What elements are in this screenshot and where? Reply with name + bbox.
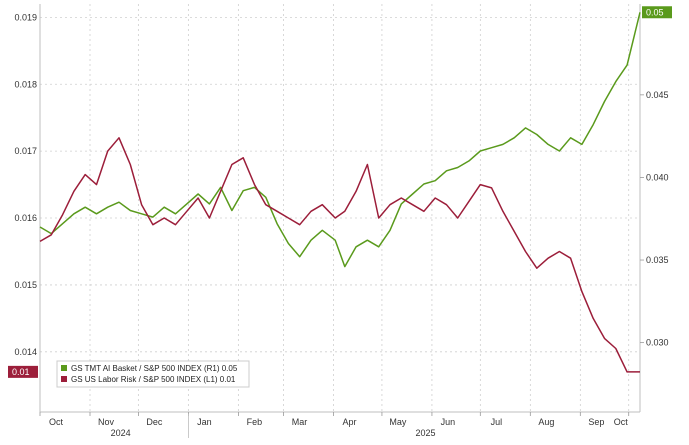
gridlines <box>39 4 640 412</box>
series-layer <box>39 12 641 373</box>
y-left-tick-label: 0.019 <box>14 12 37 22</box>
x-tick-label: Jul <box>491 417 503 427</box>
y-left-tick-label: 0.016 <box>14 213 37 223</box>
legend-swatch-green <box>61 365 67 371</box>
badge-value: 0.01 <box>12 367 30 377</box>
x-tick-label: Jan <box>197 417 212 427</box>
legend-swatch-red <box>61 376 67 382</box>
x-tick-label: May <box>389 417 407 427</box>
last-value-badge-0: 0.05 <box>642 6 672 19</box>
last-value-badge-1: 0.01 <box>8 365 38 378</box>
x-tick-label: Sep <box>588 417 604 427</box>
legend-label-labor-risk: GS US Labor Risk / S&P 500 INDEX (L1) 0.… <box>71 375 236 384</box>
x-tick-label: Jun <box>441 417 456 427</box>
y-left-tick-label: 0.017 <box>14 146 37 156</box>
y-right-tick-label: 0.035 <box>646 255 669 265</box>
last-value-badges: 0.05 0.01 <box>8 6 672 378</box>
series-line-0 <box>39 12 641 268</box>
right-axis-ticks: 0.045 0.040 0.035 0.030 <box>640 90 669 348</box>
x-tick-label: Mar <box>292 417 308 427</box>
legend: GS TMT AI Basket / S&P 500 INDEX (R1) 0.… <box>56 360 250 388</box>
x-tick-label: Nov <box>98 417 115 427</box>
series-line-1 <box>39 137 640 373</box>
badge-box <box>8 365 38 378</box>
x-tick-label: Aug <box>538 417 554 427</box>
y-left-tick-label: 0.015 <box>14 280 37 290</box>
x-axis-ticks: Oct Nov Dec Jan Feb Mar Apr May Jun Jul Aug Sep Oct 2… <box>39 412 630 438</box>
y-left-tick-label: 0.018 <box>14 79 37 89</box>
y-right-tick-label: 0.045 <box>646 90 669 100</box>
badge-value: 0.05 <box>646 7 664 17</box>
y-right-tick-label: 0.030 <box>646 338 669 348</box>
left-axis-ticks: 0.019 0.018 0.017 0.016 0.015 0.014 <box>14 12 37 356</box>
x-tick-label: Dec <box>146 417 163 427</box>
x-tick-label: Feb <box>247 417 263 427</box>
x-tick-label: Apr <box>343 417 357 427</box>
y-right-tick-label: 0.040 <box>646 172 669 182</box>
badge-box <box>642 6 672 19</box>
y-left-tick-label: 0.014 <box>14 347 37 357</box>
x-year-label: 2025 <box>415 428 435 438</box>
legend-label-ai-basket: GS TMT AI Basket / S&P 500 INDEX (R1) 0.… <box>71 364 238 373</box>
x-year-label: 2024 <box>111 428 131 438</box>
x-tick-label: Oct <box>614 417 629 427</box>
x-tick-label: Oct <box>49 417 64 427</box>
legend-box <box>56 360 250 388</box>
